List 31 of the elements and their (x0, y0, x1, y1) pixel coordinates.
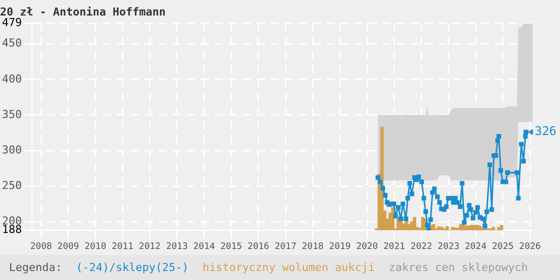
y-tick-label: 300 (2, 143, 22, 156)
y-tick-label: 479 (2, 16, 22, 30)
legend-title: Legenda: (9, 261, 62, 274)
x-tick-label: 2016 (248, 242, 270, 252)
chart-title: 20 zł - Antonina Hoffmann (0, 5, 166, 18)
x-tick-label: 2025 (492, 242, 514, 252)
x-tick-label: 2026 (519, 242, 541, 252)
x-tick-label: 2024 (464, 242, 487, 252)
y-tick-label: 450 (2, 36, 22, 50)
y-tick-label: 400 (2, 72, 22, 86)
x-tick-label: 2017 (274, 242, 296, 252)
x-tick-label: 2008 (30, 242, 52, 252)
x-tick-label: 2015 (220, 242, 242, 252)
x-tick-label: 2013 (166, 242, 188, 252)
x-tick-label: 2012 (138, 242, 161, 252)
x-tick-label: 2018 (302, 242, 324, 252)
x-tick-label: 2022 (410, 242, 432, 252)
y-tick-label: 250 (2, 178, 22, 192)
text: zakres cen sklepowych (388, 261, 528, 274)
data-label: 326 (534, 124, 556, 138)
x-tick-label: 2014 (193, 242, 215, 252)
x-tick-label: 2011 (112, 242, 134, 252)
x-tick-label: 2010 (84, 242, 106, 252)
x-tick-label: 2019 (329, 242, 351, 252)
x-tick-label: 2020 (356, 242, 378, 252)
x-tick-label: 2021 (383, 242, 406, 252)
y-tick-label: 350 (2, 108, 22, 121)
x-tick-label: 2023 (438, 242, 460, 252)
text: historyczny wolumen aukcji (202, 261, 375, 274)
x-tick-label: 2009 (57, 242, 80, 252)
text: (-24)/sklepy(25-) (76, 261, 189, 274)
